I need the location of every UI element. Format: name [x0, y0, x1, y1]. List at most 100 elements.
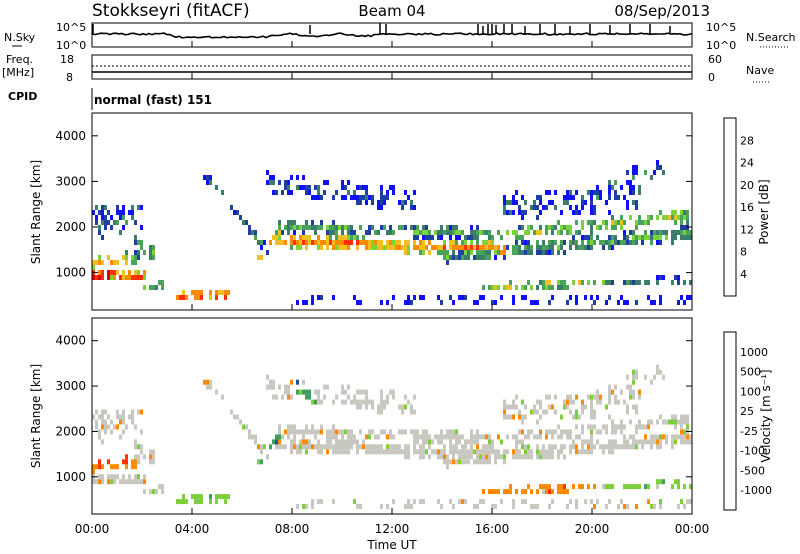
velocity-cell: [680, 419, 683, 425]
velocity-cell: [587, 449, 590, 455]
velocity-cell: [413, 409, 416, 415]
velocity-cell: [104, 409, 107, 415]
velocity-cell: [377, 449, 380, 455]
power-cell: [152, 255, 155, 260]
velocity-cell: [635, 504, 638, 509]
power-cell: [584, 295, 587, 300]
velocity-cell: [332, 434, 335, 440]
velocity-cell: [569, 399, 572, 405]
power-cell: [425, 235, 428, 240]
velocity-cell: [587, 394, 590, 400]
velocity-cell: [305, 389, 308, 395]
power-cell: [272, 180, 275, 185]
velocity-cell: [575, 434, 578, 440]
velocity-cell: [539, 429, 542, 435]
power-cell: [134, 260, 137, 265]
velocity-cell: [638, 419, 641, 425]
power-cell: [275, 230, 278, 235]
velocity-cell: [473, 504, 476, 509]
velocity-cell: [320, 429, 323, 435]
power-cell: [611, 185, 614, 190]
power-cell: [272, 235, 275, 240]
power-cell: [686, 220, 689, 225]
velocity-cell: [371, 444, 374, 450]
power-cell: [293, 220, 296, 225]
power-cell: [134, 275, 137, 280]
velocity-cell: [530, 449, 533, 455]
power-cell: [566, 190, 569, 195]
velocity-cell: [104, 424, 107, 430]
velocity-cell: [647, 419, 650, 425]
power-cell: [470, 250, 473, 255]
velocity-cell: [299, 444, 302, 450]
velocity-cell: [503, 454, 506, 460]
power-cell: [335, 230, 338, 235]
velocity-cell: [614, 429, 617, 435]
noise-left-tick-bottom: 10^0: [56, 39, 86, 52]
velocity-cell: [128, 414, 131, 420]
velocity-cell: [686, 439, 689, 445]
power-cell: [587, 220, 590, 225]
velocity-cell: [596, 429, 599, 435]
power-cell: [464, 240, 467, 245]
power-cell: [422, 235, 425, 240]
velocity-cell: [548, 489, 551, 495]
power-cell: [614, 225, 617, 230]
velocity-cell: [608, 439, 611, 445]
power-cell: [368, 225, 371, 230]
power-cell: [104, 205, 107, 210]
power-cell: [371, 225, 374, 230]
velocity-cell: [305, 429, 308, 435]
colorbar-tick: 1000: [740, 346, 768, 359]
power-cell: [407, 240, 410, 245]
power-cell: [572, 280, 575, 285]
velocity-cell: [380, 399, 383, 405]
power-cell: [443, 240, 446, 245]
velocity-cell: [512, 414, 515, 420]
velocity-cell: [329, 439, 332, 445]
power-cell: [638, 215, 641, 220]
power-cell: [482, 255, 485, 260]
velocity-cell: [521, 399, 524, 405]
velocity-cell: [317, 444, 320, 450]
power-cell: [491, 240, 494, 245]
velocity-cell: [422, 429, 425, 435]
power-cell: [209, 290, 212, 295]
velocity-cell: [296, 504, 299, 509]
power-cell: [392, 190, 395, 195]
power-cell: [356, 245, 359, 250]
velocity-cell: [92, 469, 95, 475]
velocity-cell: [503, 399, 506, 405]
power-cell: [161, 280, 164, 285]
power-cell: [299, 185, 302, 190]
velocity-cell: [368, 429, 371, 435]
power-cell: [584, 235, 587, 240]
velocity-cell: [656, 444, 659, 450]
power-cell: [224, 290, 227, 295]
velocity-cell: [566, 489, 569, 495]
velocity-cell: [134, 439, 137, 445]
velocity-cell: [635, 424, 638, 430]
power-cell: [254, 230, 257, 235]
velocity-cell: [386, 434, 389, 440]
power-cell: [305, 225, 308, 230]
velocity-cell: [287, 384, 290, 390]
velocity-cell: [401, 429, 404, 435]
velocity-cell: [95, 409, 98, 415]
velocity-cell: [158, 484, 161, 490]
velocity-cell: [647, 424, 650, 430]
power-cell: [515, 240, 518, 245]
velocity-cell: [635, 429, 638, 435]
velocity-cell: [404, 454, 407, 460]
velocity-cell: [134, 464, 137, 470]
power-cell: [515, 285, 518, 290]
velocity-cell: [371, 429, 374, 435]
power-cell: [524, 250, 527, 255]
velocity-cell: [128, 479, 131, 485]
power-cell: [107, 255, 110, 260]
power-cell: [440, 250, 443, 255]
velocity-cell: [380, 389, 383, 395]
velocity-cell: [350, 429, 353, 435]
velocity-cell: [536, 449, 539, 455]
velocity-cell: [416, 429, 419, 435]
